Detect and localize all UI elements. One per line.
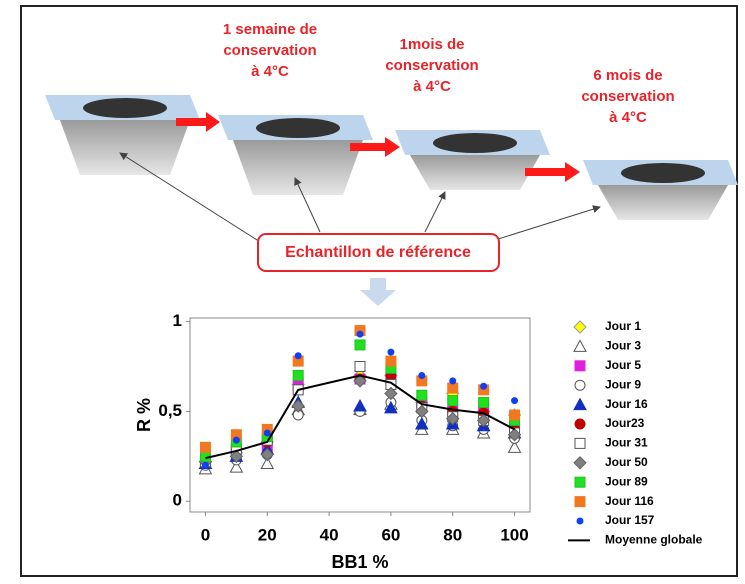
data-point: [263, 429, 271, 437]
legend-marker: [573, 320, 587, 334]
data-point: [229, 460, 244, 473]
data-point: [260, 456, 275, 469]
red-arrows: [176, 112, 580, 182]
x-axis-label: BB1 %: [331, 552, 388, 572]
data-point: [447, 395, 459, 407]
data-point: [353, 374, 367, 388]
data-point: [260, 447, 274, 462]
step-label: 1 semaine de conservation à 4°C: [223, 21, 317, 80]
data-point: [415, 404, 429, 419]
trays: [45, 95, 738, 220]
legend-label: Jour 1: [605, 319, 641, 333]
data-point: [446, 411, 460, 426]
x-tick-label: 60: [381, 525, 400, 544]
data-point: [232, 436, 240, 444]
legend-label: Jour 9: [605, 377, 641, 391]
data-point: [507, 440, 522, 453]
data-point: [414, 416, 429, 430]
legend-label: Jour 3: [605, 339, 641, 353]
data-point: [416, 389, 428, 401]
legend-label: Jour 157: [605, 513, 655, 527]
data-point: [201, 461, 209, 469]
data-point: [511, 397, 519, 405]
legend-label: Jour 16: [605, 397, 648, 411]
x-tick-label: 80: [443, 525, 462, 544]
legend-marker: [574, 360, 586, 372]
reference-label: Echantillon de référence: [285, 244, 471, 261]
step-label: 1mois de conservation à 4°C: [385, 36, 478, 95]
y-tick-label: 0,5: [158, 401, 182, 420]
legend-marker: [573, 456, 587, 470]
data-point: [291, 399, 305, 413]
x-tick-label: 0: [201, 525, 210, 544]
legend-label: Jour 116: [605, 494, 654, 508]
data-point: [478, 396, 490, 408]
reference-box: [257, 233, 500, 272]
data-point: [354, 339, 366, 351]
data-point: [418, 371, 426, 379]
y-tick-label: 0: [173, 491, 182, 510]
legend-marker: [574, 418, 586, 430]
legend-marker: [573, 339, 587, 352]
data-point: [509, 409, 521, 421]
data-point: [480, 382, 488, 390]
legend-label: Jour 31: [605, 436, 648, 450]
legend-marker: [574, 496, 586, 508]
data-point: [385, 355, 397, 367]
legend-marker: [574, 379, 586, 391]
legend-label: Jour 89: [605, 474, 648, 488]
mean-line: [205, 374, 516, 460]
x-tick-label: 100: [500, 525, 528, 544]
legend-marker: [574, 437, 586, 449]
down-arrow: [360, 278, 396, 306]
legend-marker: [576, 517, 584, 525]
data-point: [384, 400, 398, 414]
data-point: [294, 352, 302, 360]
data-point: [356, 330, 364, 338]
data-point: [229, 449, 244, 464]
y-axis-label: R %: [134, 398, 154, 432]
legend-marker: [573, 397, 587, 411]
thin-arrows: [119, 152, 601, 246]
legend-marker: [574, 476, 586, 488]
y-tick-label: 1: [173, 311, 182, 330]
x-tick-label: 40: [320, 525, 339, 544]
step-label: 6 mois de conservation à 4°C: [581, 67, 674, 126]
data-point: [353, 398, 367, 412]
data-point: [354, 361, 366, 372]
data-point: [292, 369, 304, 381]
data-point: [449, 377, 457, 385]
legend-label: Jour 50: [605, 455, 648, 469]
data-point: [507, 428, 522, 442]
legend-label: Moyenne globale: [605, 533, 703, 547]
data-point: [476, 413, 491, 428]
data-point: [447, 382, 459, 394]
x-tick-label: 20: [258, 525, 277, 544]
data-point: [199, 441, 211, 453]
legend-label: Jour23: [605, 416, 645, 430]
data-point: [387, 348, 395, 356]
legend-label: Jour 5: [605, 358, 641, 372]
data-point: [384, 386, 398, 401]
